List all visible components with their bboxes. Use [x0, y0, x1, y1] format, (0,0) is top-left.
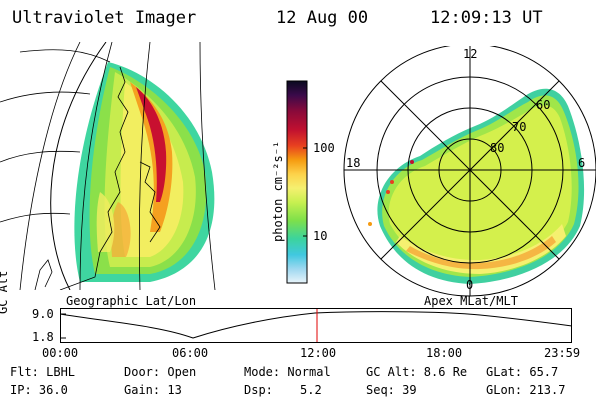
info-door: Door: Open [124, 365, 197, 379]
info-mode: Mode: Normal [244, 365, 331, 379]
colorbar [286, 80, 308, 284]
geographic-map [0, 42, 216, 290]
colorbar-tick-100: 100 [313, 141, 335, 155]
xtick-0000: 00:00 [42, 346, 79, 360]
mlt-label-0: 0 [466, 278, 474, 292]
polar-plot [343, 46, 596, 297]
instrument-title: Ultraviolet Imager [12, 8, 197, 28]
header-date: 12 Aug 00 [276, 8, 369, 28]
mlat-label-60: 60 [536, 98, 551, 112]
info-ip: IP: 36.0 [10, 383, 68, 397]
colorbar-unit-label: photon cm⁻²s⁻¹ [271, 140, 285, 242]
geographic-caption: Geographic Lat/Lon [66, 294, 197, 308]
header-time: 12:09:13 UT [430, 8, 543, 28]
info-seq: Seq: 39 [366, 383, 417, 397]
mlt-label-12: 12 [463, 47, 478, 61]
polar-caption: Apex MLat/MLT [424, 294, 518, 308]
mlt-label-6: 6 [578, 156, 586, 170]
altitude-plot [60, 308, 572, 343]
info-dsp-label: Dsp: [244, 383, 273, 397]
altitude-ytick-max: 9.0 [32, 307, 54, 321]
info-gc-alt: GC Alt: 8.6 Re [366, 365, 468, 379]
xtick-2359: 23:59 [544, 346, 581, 360]
info-glon: GLon: 213.7 [486, 383, 566, 397]
altitude-ylabel: GC Alt [0, 270, 10, 314]
mlat-label-70: 70 [512, 120, 527, 134]
xtick-1200: 12:00 [300, 346, 337, 360]
mlt-label-18: 18 [346, 156, 361, 170]
xtick-0600: 06:00 [172, 346, 209, 360]
altitude-ytick-min: 1.8 [32, 330, 54, 344]
info-filter: Flt: LBHL [10, 365, 76, 379]
mlat-label-80: 80 [490, 141, 505, 155]
xtick-1800: 18:00 [426, 346, 463, 360]
info-gain: Gain: 13 [124, 383, 182, 397]
info-glat: GLat: 65.7 [486, 365, 559, 379]
colorbar-tick-10: 10 [313, 229, 328, 243]
info-dsp-value: 5.2 [300, 383, 322, 397]
